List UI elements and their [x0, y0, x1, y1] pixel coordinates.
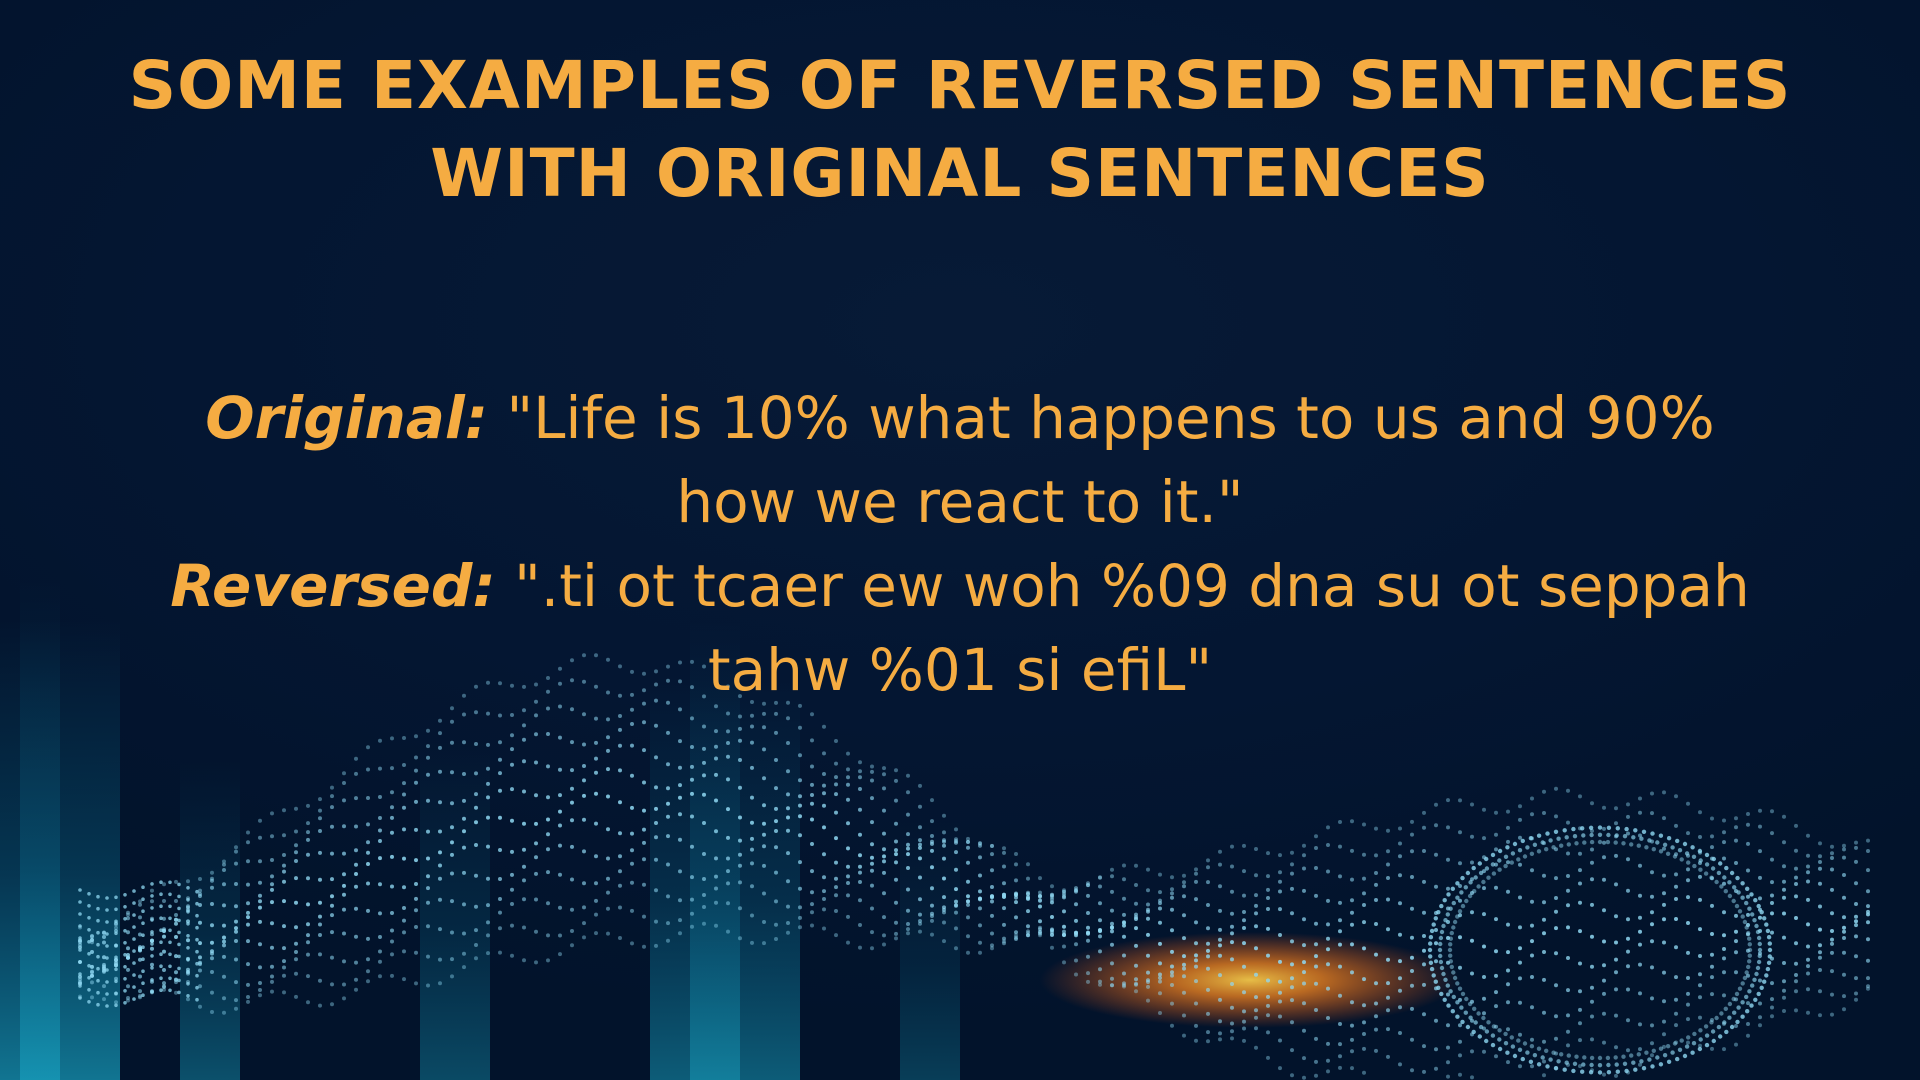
reversed-line-1: Reversed: ".ti ot tcaer ew woh %09 dna s…	[40, 544, 1880, 628]
page-title: SOME EXAMPLES OF REVERSED SENTENCES WITH…	[0, 42, 1920, 218]
particle-dots	[78, 653, 1870, 1080]
original-line-1: Original: "Life is 10% what happens to u…	[40, 376, 1880, 460]
original-text-line-1: "Life is 10% what happens to us and 90%	[506, 384, 1715, 452]
reversed-text-line-2: tahw %01 si efiL"	[707, 636, 1213, 704]
orange-glow	[1040, 932, 1460, 1028]
title-line-2: WITH ORIGINAL SENTENCES	[430, 135, 1490, 212]
example-block: Original: "Life is 10% what happens to u…	[40, 376, 1880, 712]
reversed-text-line-1: ".ti ot tcaer ew woh %09 dna su ot seppa…	[514, 552, 1750, 620]
reversed-label: Reversed:	[170, 552, 496, 620]
title-line-1: SOME EXAMPLES OF REVERSED SENTENCES	[128, 47, 1792, 124]
original-text-line-2: how we react to it."	[676, 468, 1244, 536]
original-label: Original:	[205, 384, 488, 452]
